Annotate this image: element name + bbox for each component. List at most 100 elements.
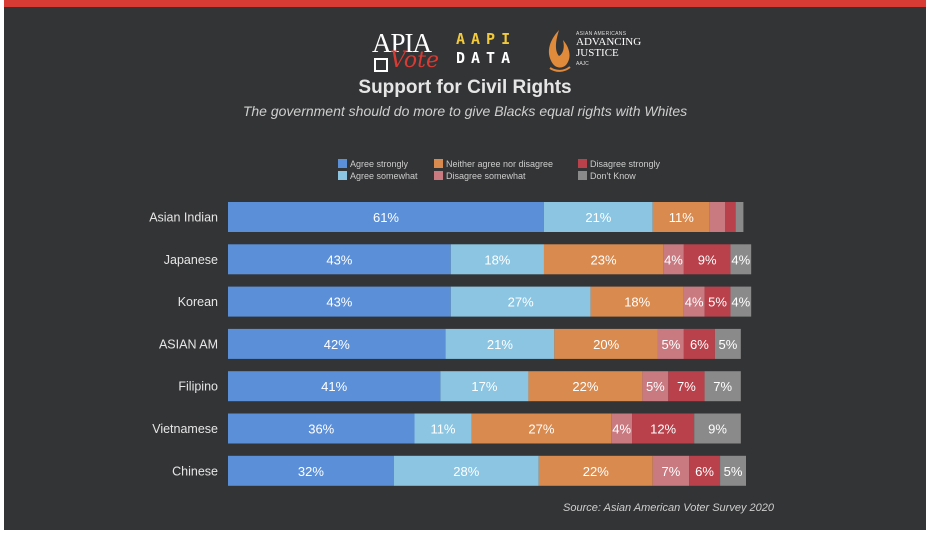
data-label-korean-disagree-strongly: 5% bbox=[708, 295, 727, 310]
bar-chinese-agree-somewhat bbox=[393, 455, 539, 486]
data-label-korean-agree-strongly: 43% bbox=[326, 295, 352, 310]
bar-japanese-neither-agree-nor-disagree bbox=[543, 244, 664, 275]
data-label-asian-am-neither-agree-nor-disagree: 20% bbox=[593, 337, 619, 352]
bar-japanese-agree-strongly bbox=[228, 244, 451, 275]
data-label-korean-don-t-know: 4% bbox=[731, 295, 750, 310]
bar-korean-disagree-somewhat bbox=[683, 286, 705, 317]
data-label-japanese-neither-agree-nor-disagree: 23% bbox=[591, 252, 617, 267]
data-label-asian-am-agree-strongly: 42% bbox=[324, 337, 350, 352]
bar-chinese-disagree-strongly bbox=[689, 455, 721, 486]
legend-swatch-agree-strongly bbox=[338, 159, 347, 168]
chart-title: Support for Civil Rights bbox=[358, 77, 572, 98]
bar-asian-am-disagree-somewhat bbox=[657, 328, 684, 359]
category-label-asian-am: ASIAN AM bbox=[159, 337, 218, 351]
data-label-asian-am-disagree-somewhat: 5% bbox=[661, 337, 680, 352]
bar-asian-am-neither-agree-nor-disagree bbox=[554, 328, 658, 359]
bar-vietnamese-disagree-strongly bbox=[632, 413, 695, 444]
bar-filipino-agree-somewhat bbox=[440, 371, 529, 402]
top-accent-bar bbox=[4, 0, 926, 7]
data-label-filipino-disagree-somewhat: 5% bbox=[646, 379, 665, 394]
legend-label-dont-know: Don't Know bbox=[590, 171, 636, 181]
bar-filipino-disagree-somewhat bbox=[642, 371, 669, 402]
data-label-filipino-agree-strongly: 41% bbox=[321, 379, 347, 394]
bar-chinese-agree-strongly bbox=[228, 455, 394, 486]
bar-korean-neither-agree-nor-disagree bbox=[590, 286, 684, 317]
bar-korean-don-t-know bbox=[730, 286, 752, 317]
chart-panel: APIA Vote AAPI DATA ASIAN AMERICANS ADVA… bbox=[4, 0, 926, 530]
bar-asian-indian-neither-agree-nor-disagree bbox=[652, 202, 710, 232]
category-label-korean: Korean bbox=[178, 295, 218, 309]
legend-swatch-agree-somewhat bbox=[338, 171, 347, 180]
data-label-asian-indian-agree-strongly: 61% bbox=[373, 210, 399, 225]
bar-vietnamese-disagree-somewhat bbox=[611, 413, 633, 444]
stacked-bar-chart: Asian Indian 61% 21% 11% Japanese 43% 18% 23% 4%… bbox=[149, 202, 752, 486]
bar-asian-indian-agree-strongly bbox=[228, 202, 544, 232]
legend-swatch-disagree-somewhat bbox=[434, 171, 443, 180]
bar-chinese-neither-agree-nor-disagree bbox=[538, 455, 653, 486]
data-label-japanese-disagree-strongly: 9% bbox=[698, 252, 717, 267]
data-label-japanese-don-t-know: 4% bbox=[731, 252, 750, 267]
aajc-logo-name-line2: JUSTICE bbox=[576, 47, 619, 59]
bar-asian-am-don-t-know bbox=[714, 328, 741, 359]
category-label-chinese: Chinese bbox=[172, 464, 218, 478]
data-label-korean-agree-somewhat: 27% bbox=[508, 295, 534, 310]
flame-icon bbox=[548, 30, 571, 72]
bar-korean-agree-strongly bbox=[228, 286, 451, 317]
aapi-data-logo: AAPI DATA bbox=[456, 30, 528, 68]
data-label-chinese-don-t-know: 5% bbox=[724, 464, 743, 479]
bar-vietnamese-neither-agree-nor-disagree bbox=[471, 413, 612, 444]
data-label-japanese-disagree-somewhat: 4% bbox=[664, 252, 683, 267]
bar-chinese-disagree-somewhat bbox=[652, 455, 690, 486]
bar-vietnamese-don-t-know bbox=[694, 413, 741, 444]
bar-filipino-agree-strongly bbox=[228, 371, 441, 402]
aapi-logo-line1: AAPI bbox=[456, 30, 517, 48]
apia-logo-text: APIA bbox=[372, 28, 432, 58]
legend-item-agree-somewhat: Agree somewhat bbox=[338, 171, 418, 182]
data-label-filipino-agree-somewhat: 17% bbox=[471, 379, 497, 394]
bar-vietnamese-agree-strongly bbox=[228, 413, 415, 444]
bar-asian-am-agree-strongly bbox=[228, 328, 446, 359]
category-label-asian-indian: Asian Indian bbox=[149, 211, 218, 225]
bar-asian-indian-don-t-know bbox=[735, 202, 744, 232]
legend-label-disagree-somewhat: Disagree somewhat bbox=[446, 171, 526, 181]
data-label-asian-am-disagree-strongly: 6% bbox=[690, 337, 709, 352]
bar-filipino-don-t-know bbox=[704, 371, 741, 402]
bar-japanese-don-t-know bbox=[730, 244, 752, 275]
legend-item-agree-strongly: Agree strongly bbox=[338, 159, 408, 170]
ballot-box-icon bbox=[374, 58, 388, 72]
legend-label-agree-somewhat: Agree somewhat bbox=[350, 171, 418, 181]
data-label-asian-am-don-t-know: 5% bbox=[718, 337, 737, 352]
bar-asian-am-agree-somewhat bbox=[445, 328, 555, 359]
bar-asian-am-disagree-strongly bbox=[683, 328, 715, 359]
bar-asian-indian-disagree-strongly bbox=[725, 202, 736, 232]
advancing-justice-logo: ASIAN AMERICANS ADVANCING JUSTICE AAJC bbox=[544, 28, 664, 72]
bar-korean-agree-somewhat bbox=[450, 286, 591, 317]
bar-vietnamese-agree-somewhat bbox=[414, 413, 472, 444]
chart-subtitle: The government should do more to give Bl… bbox=[242, 103, 688, 119]
data-label-vietnamese-agree-somewhat: 11% bbox=[430, 422, 455, 437]
vote-logo-text: Vote bbox=[390, 48, 439, 73]
aapi-logo-line2: DATA bbox=[456, 49, 517, 67]
legend-swatch-dont-know bbox=[578, 171, 587, 180]
source-note: Source: Asian American Voter Survey 2020 bbox=[563, 502, 774, 514]
aajc-logo-top: ASIAN AMERICANS bbox=[576, 31, 627, 37]
data-label-korean-neither-agree-nor-disagree: 18% bbox=[624, 295, 650, 310]
data-label-korean-disagree-somewhat: 4% bbox=[685, 295, 704, 310]
category-label-filipino: Filipino bbox=[178, 380, 218, 394]
category-label-japanese: Japanese bbox=[164, 253, 218, 267]
data-label-asian-indian-neither-agree-nor-disagree: 11% bbox=[669, 210, 694, 225]
data-label-japanese-agree-strongly: 43% bbox=[326, 252, 352, 267]
data-label-vietnamese-disagree-somewhat: 4% bbox=[612, 422, 631, 437]
data-label-filipino-disagree-strongly: 7% bbox=[677, 379, 696, 394]
data-label-filipino-neither-agree-nor-disagree: 22% bbox=[572, 379, 598, 394]
legend-label-neither: Neither agree nor disagree bbox=[446, 159, 554, 169]
apia-vote-logo: APIA Vote bbox=[370, 26, 442, 73]
data-label-chinese-agree-somewhat: 28% bbox=[453, 464, 479, 479]
category-label-vietnamese: Vietnamese bbox=[152, 422, 218, 436]
bar-korean-disagree-strongly bbox=[704, 286, 731, 317]
data-label-asian-indian-agree-somewhat: 21% bbox=[585, 210, 611, 225]
bar-japanese-disagree-strongly bbox=[683, 244, 731, 275]
bar-asian-indian-agree-somewhat bbox=[543, 202, 653, 232]
legend-swatch-disagree-strongly bbox=[578, 159, 587, 168]
data-label-japanese-agree-somewhat: 18% bbox=[484, 252, 510, 267]
